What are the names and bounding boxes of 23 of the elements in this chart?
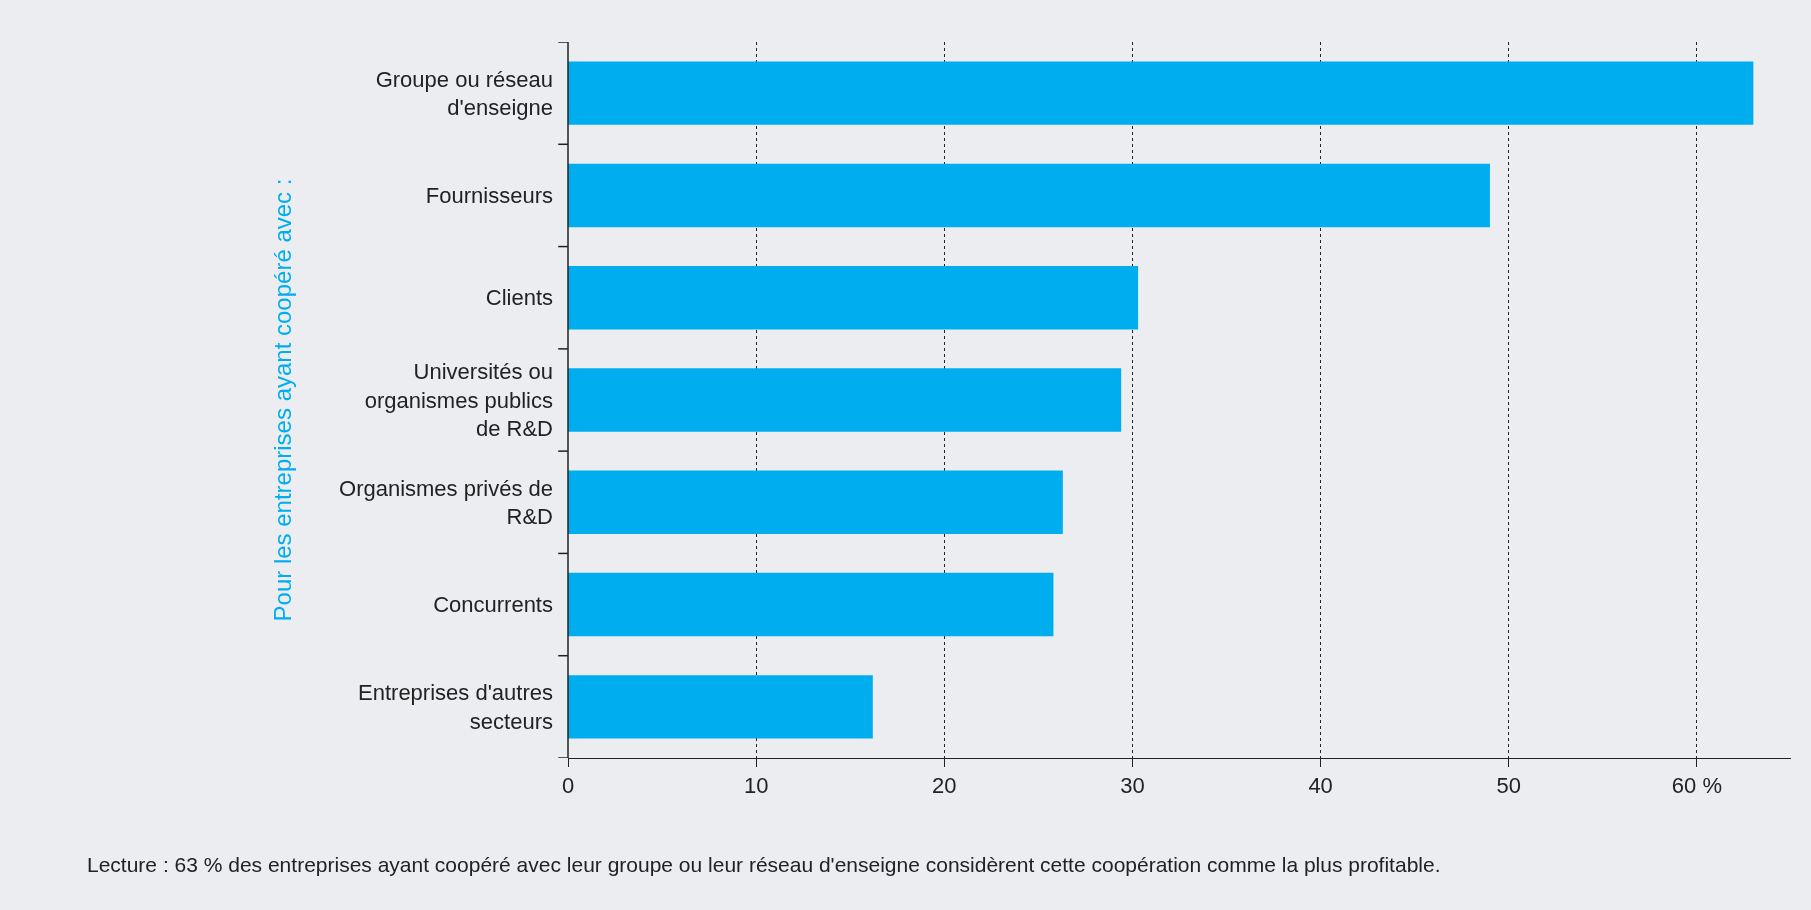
x-tick-label: 40 [1308,773,1333,799]
bar [568,675,873,739]
y-axis-title: Pour les entreprises ayant coopéré avec : [269,178,297,622]
y-tick-label: Fournisseurs [425,183,553,209]
y-tick-label: Groupe ou réseau d'enseigne [375,66,553,121]
bar [568,368,1122,432]
x-tick-label: 50 [1496,773,1522,799]
x-tick-label: 0 [561,773,575,799]
x-tick-label: 10 [743,773,769,799]
bar [568,266,1139,330]
bar [568,572,1054,637]
bar [568,61,1754,125]
x-tick-label: 60 % [1671,773,1722,799]
y-tick-label: Organismes privés de R&D [339,475,553,530]
y-tick-label: Universités ou organismes publics de R&D [364,359,553,442]
bar [568,470,1063,534]
text: Lecture : 63 % des entreprises ayant coopéré avec leur groupe ou leur réseau d'enseigne considèrent cette coopération comme la plus profitable. [87,853,1441,876]
y-tick-label: Clients [485,285,553,311]
y-tick-label: Entreprises d'autres secteurs [358,680,553,734]
y-tick-label: Concurrents [433,592,553,618]
x-tick-label: 20 [932,773,957,799]
x-tick-label: 30 [1120,773,1145,799]
bar [568,163,1490,228]
